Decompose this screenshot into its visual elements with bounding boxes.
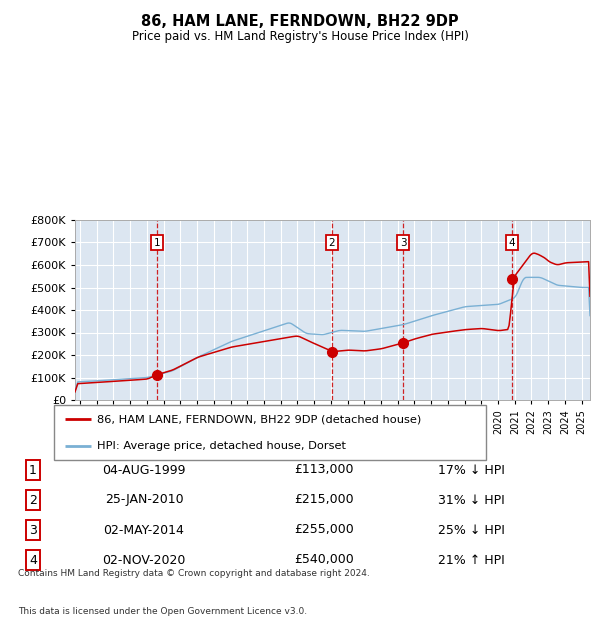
Text: £215,000: £215,000 [294, 494, 354, 507]
Text: £113,000: £113,000 [294, 464, 354, 477]
Text: 1: 1 [29, 464, 37, 477]
Text: 04-AUG-1999: 04-AUG-1999 [102, 464, 186, 477]
Text: 3: 3 [400, 237, 407, 247]
Text: 3: 3 [29, 523, 37, 536]
Text: 4: 4 [509, 237, 515, 247]
Text: 25-JAN-2010: 25-JAN-2010 [104, 494, 184, 507]
Text: Price paid vs. HM Land Registry's House Price Index (HPI): Price paid vs. HM Land Registry's House … [131, 30, 469, 43]
Text: 86, HAM LANE, FERNDOWN, BH22 9DP (detached house): 86, HAM LANE, FERNDOWN, BH22 9DP (detach… [97, 414, 421, 424]
Text: 4: 4 [29, 554, 37, 567]
Text: £540,000: £540,000 [294, 554, 354, 567]
Text: Contains HM Land Registry data © Crown copyright and database right 2024.: Contains HM Land Registry data © Crown c… [18, 569, 370, 578]
Text: HPI: Average price, detached house, Dorset: HPI: Average price, detached house, Dors… [97, 441, 346, 451]
Text: 31% ↓ HPI: 31% ↓ HPI [438, 494, 505, 507]
Text: 2: 2 [329, 237, 335, 247]
Text: 25% ↓ HPI: 25% ↓ HPI [438, 523, 505, 536]
Text: This data is licensed under the Open Government Licence v3.0.: This data is licensed under the Open Gov… [18, 607, 307, 616]
Text: 02-NOV-2020: 02-NOV-2020 [103, 554, 185, 567]
Text: 1: 1 [154, 237, 160, 247]
Text: 02-MAY-2014: 02-MAY-2014 [104, 523, 184, 536]
Text: £255,000: £255,000 [294, 523, 354, 536]
Text: 17% ↓ HPI: 17% ↓ HPI [438, 464, 505, 477]
Text: 2: 2 [29, 494, 37, 507]
Text: 21% ↑ HPI: 21% ↑ HPI [438, 554, 505, 567]
Text: 86, HAM LANE, FERNDOWN, BH22 9DP: 86, HAM LANE, FERNDOWN, BH22 9DP [141, 14, 459, 29]
